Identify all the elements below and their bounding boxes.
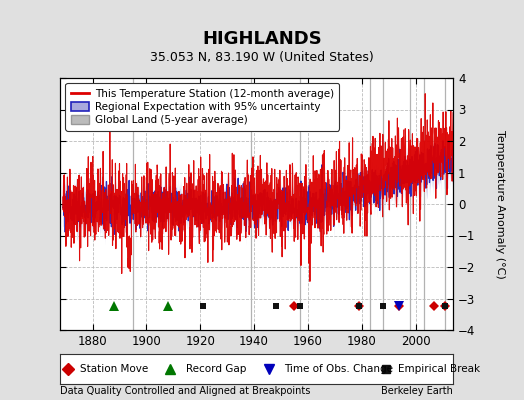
Y-axis label: Temperature Anomaly (°C): Temperature Anomaly (°C) — [495, 130, 505, 278]
Text: Time of Obs. Change: Time of Obs. Change — [284, 364, 394, 374]
Text: Berkeley Earth: Berkeley Earth — [381, 386, 453, 396]
Text: Data Quality Controlled and Aligned at Breakpoints: Data Quality Controlled and Aligned at B… — [60, 386, 311, 396]
Text: Record Gap: Record Gap — [186, 364, 246, 374]
Text: HIGHLANDS: HIGHLANDS — [202, 30, 322, 48]
Text: 35.053 N, 83.190 W (United States): 35.053 N, 83.190 W (United States) — [150, 51, 374, 64]
Text: Empirical Break: Empirical Break — [398, 364, 481, 374]
Text: Station Move: Station Move — [80, 364, 148, 374]
Legend: This Temperature Station (12-month average), Regional Expectation with 95% uncer: This Temperature Station (12-month avera… — [66, 83, 339, 130]
